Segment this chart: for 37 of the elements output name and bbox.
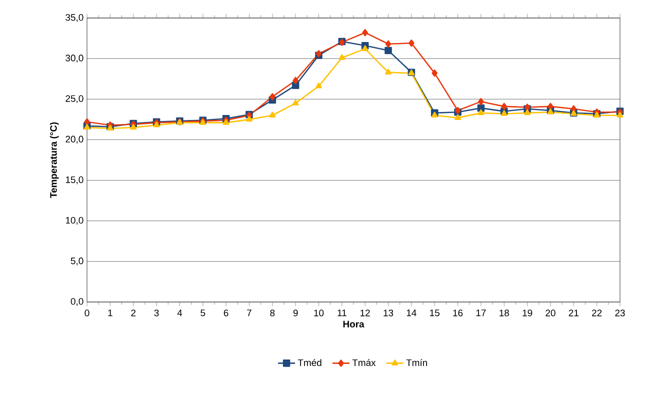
x-tick-label: 14 xyxy=(406,310,416,316)
y-tick-label: 20,0 xyxy=(66,136,84,144)
legend-label: Tméd xyxy=(298,359,322,366)
x-tick-label: 8 xyxy=(270,310,275,316)
x-tick-label: 12 xyxy=(360,310,370,316)
x-tick-label: 7 xyxy=(247,310,252,316)
x-tick-label: 21 xyxy=(568,310,578,316)
x-tick-label: 19 xyxy=(522,310,532,316)
x-tick-label: 22 xyxy=(592,310,602,316)
x-tick-label: 18 xyxy=(500,310,509,316)
x-tick-label: 3 xyxy=(154,310,159,316)
x-tick-label: 20 xyxy=(546,310,556,316)
x-axis-title: Hora xyxy=(343,320,364,328)
y-tick-label: 35,0 xyxy=(66,14,84,22)
x-tick-label: 17 xyxy=(476,310,486,316)
x-tick-label: 0 xyxy=(84,310,90,316)
x-tick-label: 9 xyxy=(293,310,298,316)
x-tick-label: 10 xyxy=(314,310,324,316)
x-tick-label: 5 xyxy=(200,310,206,316)
y-tick-label: 5,0 xyxy=(70,258,84,266)
y-tick-label: 0,0 xyxy=(70,298,84,306)
legend-label: Tmáx xyxy=(352,359,376,366)
x-tick-label: 16 xyxy=(453,310,463,316)
x-tick-label: 2 xyxy=(131,310,136,316)
x-tick-label: 6 xyxy=(224,310,228,316)
x-tick-label: 15 xyxy=(430,310,440,316)
legend-label: Tmín xyxy=(406,359,428,366)
x-tick-label: 23 xyxy=(615,310,625,316)
x-tick-label: 13 xyxy=(384,310,394,316)
y-tick-label: 15,0 xyxy=(66,176,84,184)
x-tick-label: 1 xyxy=(108,310,112,316)
x-tick-label: 4 xyxy=(177,310,182,316)
y-tick-label: 10,0 xyxy=(66,216,84,225)
y-tick-label: 25,0 xyxy=(66,95,84,104)
x-tick-label: 11 xyxy=(338,310,346,316)
y-axis-title: Temperatura (°C) xyxy=(50,122,59,198)
y-tick-label: 30,0 xyxy=(66,54,84,62)
